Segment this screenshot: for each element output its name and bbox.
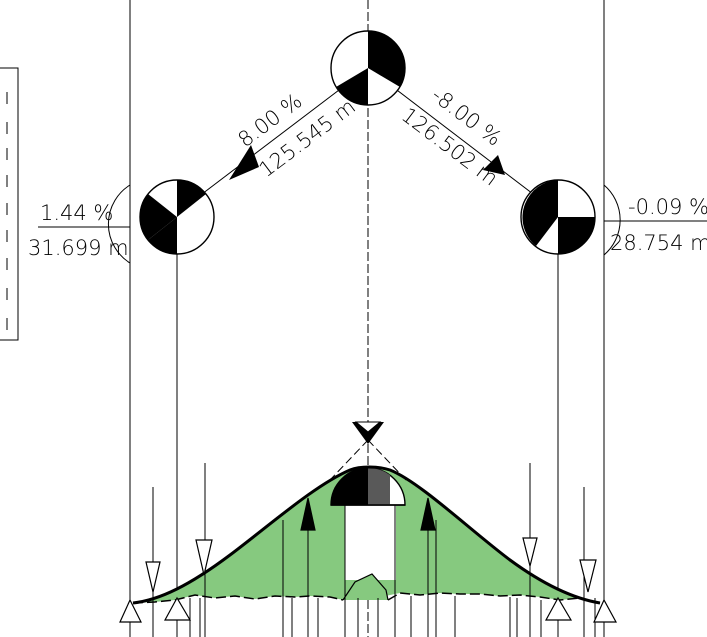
- length-label-left-end: 31.699 m: [28, 236, 129, 260]
- arrow-right-grade-icon: [483, 155, 505, 175]
- triangle-marker-icon: [163, 596, 192, 621]
- legend-box: [0, 67, 19, 341]
- crest-triangle-outline-icon: [354, 421, 382, 433]
- rock-outline: [342, 573, 389, 601]
- triangle-marker-icon: [544, 596, 573, 621]
- crest-dashes: [329, 439, 407, 481]
- profile-curve: [132, 465, 601, 605]
- grade-label-left-end: 1.44 %: [40, 201, 113, 225]
- up-arrow-icon: [300, 497, 316, 531]
- down-arrow-icon: [145, 561, 161, 593]
- up-arrow-markers: [300, 497, 436, 531]
- up-arrow-icon: [420, 497, 436, 531]
- structure-gap: [345, 505, 396, 580]
- down-arrow-icon: [195, 539, 213, 576]
- crest-cap-icon: [330, 467, 406, 506]
- ground-line: [132, 592, 601, 604]
- triangle-marker-icon: [593, 598, 618, 623]
- vertex-circle-left-icon: [107, 179, 215, 264]
- crest-triangle-icon: [352, 422, 384, 444]
- length-label-right-end: 28.754 m: [610, 231, 707, 255]
- down-arrow-icon: [522, 537, 538, 567]
- arrow-left-grade-icon: [229, 145, 259, 180]
- down-arrow-icon: [579, 559, 597, 593]
- bottom-triangle-markers: [119, 596, 618, 623]
- vertex-circle-top-icon: [330, 30, 406, 106]
- vertex-circle-right-icon: [520, 179, 621, 256]
- triangle-marker-icon: [119, 598, 142, 623]
- grade-lines: [38, 67, 707, 228]
- down-arrow-markers: [145, 537, 597, 593]
- grade-label-right-end: -0.09 %: [628, 195, 707, 219]
